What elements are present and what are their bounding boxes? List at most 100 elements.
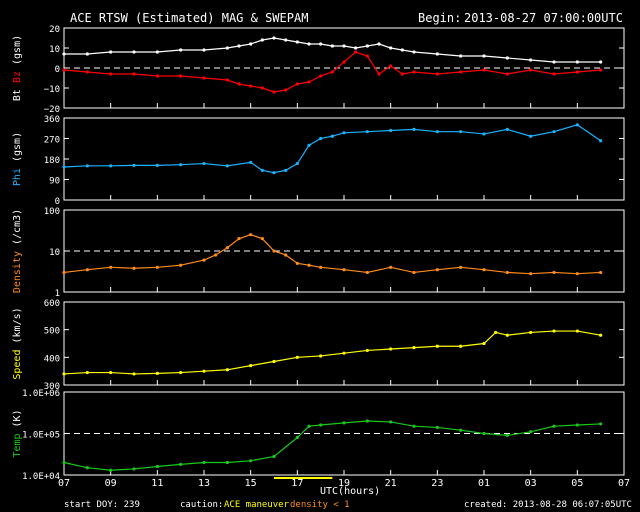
data-point — [575, 272, 579, 276]
data-point — [505, 333, 509, 337]
data-point — [552, 329, 556, 333]
data-point — [330, 134, 334, 138]
data-point — [389, 46, 393, 50]
y-tick-label: 600 — [44, 299, 60, 309]
data-point — [214, 253, 218, 257]
data-point — [225, 46, 229, 50]
data-point — [179, 462, 183, 467]
data-point — [272, 249, 276, 253]
x-tick-label: 21 — [385, 478, 397, 489]
data-point — [529, 330, 533, 335]
figure-title: ACE RTSW (Estimated) MAG & SWEPAM — [70, 11, 308, 25]
panel-density: 1 10 100 Density (/cm3) — [12, 207, 625, 299]
data-point — [109, 50, 113, 54]
series-line — [64, 37, 601, 63]
caution-maneuver: ACE maneuver — [224, 500, 290, 510]
data-point — [249, 42, 253, 46]
data-point — [319, 74, 323, 78]
y-tick-label: 0 — [55, 65, 60, 75]
data-point — [459, 54, 463, 58]
y-tick-label: 90 — [49, 177, 60, 187]
data-point — [412, 50, 416, 54]
data-point — [459, 428, 463, 432]
y-label-part: Speed — [12, 350, 23, 380]
data-point — [319, 423, 323, 427]
data-point — [237, 82, 241, 86]
data-point — [62, 270, 66, 275]
series-bz — [62, 50, 603, 94]
data-point — [354, 46, 358, 50]
data-point — [260, 168, 264, 172]
data-point — [179, 263, 183, 267]
data-point — [482, 68, 486, 72]
y-axis-label: Phi (gsm) — [12, 132, 23, 186]
y-tick-label: 180 — [44, 156, 60, 166]
data-point — [529, 58, 533, 62]
series-line — [63, 51, 601, 93]
y-label-part: (K) — [12, 409, 23, 433]
data-point — [482, 132, 486, 136]
maneuver-marker — [274, 477, 333, 479]
data-point — [435, 425, 439, 430]
data-point — [389, 265, 393, 269]
data-point — [389, 420, 393, 424]
series-line — [63, 330, 601, 375]
data-point — [179, 48, 183, 52]
data-point — [179, 163, 183, 167]
series-line — [63, 420, 601, 471]
data-point — [435, 52, 439, 56]
data-point — [249, 233, 253, 237]
data-point — [155, 371, 159, 375]
data-point — [109, 72, 113, 76]
data-point — [202, 460, 206, 465]
y-axis-label: Temp (K) — [12, 409, 23, 457]
data-point — [155, 265, 159, 269]
data-point — [365, 130, 369, 134]
y-label-part: Phi — [12, 168, 23, 186]
data-point — [389, 347, 393, 351]
y-label-part: Bt — [12, 89, 23, 101]
data-point — [482, 54, 486, 58]
data-point — [459, 344, 463, 348]
y-tick-label: 270 — [44, 136, 60, 146]
panel-mag: −20 −10 0 10 20 Bt Bz (gsm) — [12, 25, 625, 115]
start-doy: start DOY: 239 — [64, 500, 140, 510]
data-point — [202, 76, 206, 80]
series-bt — [62, 36, 603, 64]
x-tick-label: 07 — [618, 478, 630, 489]
data-point — [575, 423, 579, 427]
data-point — [529, 272, 533, 276]
panels: −20 −10 0 10 20 Bt Bz (gsm) 0 90 180 270 360 Phi (g… — [12, 25, 625, 482]
data-point — [529, 134, 533, 138]
data-point — [85, 466, 89, 470]
data-point — [412, 70, 416, 74]
data-point — [155, 163, 159, 167]
x-tick-label: 11 — [151, 478, 163, 489]
data-point — [155, 464, 159, 469]
data-point — [319, 265, 323, 269]
y-axis-label: Density (/cm3) — [12, 209, 23, 293]
data-point — [295, 261, 299, 265]
caution-label: caution: — [180, 500, 223, 510]
data-point — [575, 60, 579, 64]
data-point — [599, 270, 603, 275]
data-point — [260, 237, 264, 241]
data-point — [552, 270, 556, 275]
data-point — [552, 72, 556, 76]
data-point — [307, 80, 311, 84]
data-point — [330, 44, 334, 48]
data-point — [342, 131, 346, 135]
x-axis-title: UTC(hours) — [320, 486, 380, 497]
data-point — [284, 38, 288, 42]
y-label-part: Temp — [12, 434, 23, 458]
data-point — [319, 136, 323, 141]
y-label-part: (gsm) — [12, 35, 23, 71]
data-point — [132, 266, 136, 270]
y-tick-label: 400 — [44, 354, 60, 364]
data-point — [295, 355, 299, 359]
data-point — [575, 329, 579, 333]
data-point — [249, 160, 253, 165]
data-point — [272, 90, 276, 94]
data-point — [202, 258, 206, 262]
data-point — [552, 130, 556, 134]
